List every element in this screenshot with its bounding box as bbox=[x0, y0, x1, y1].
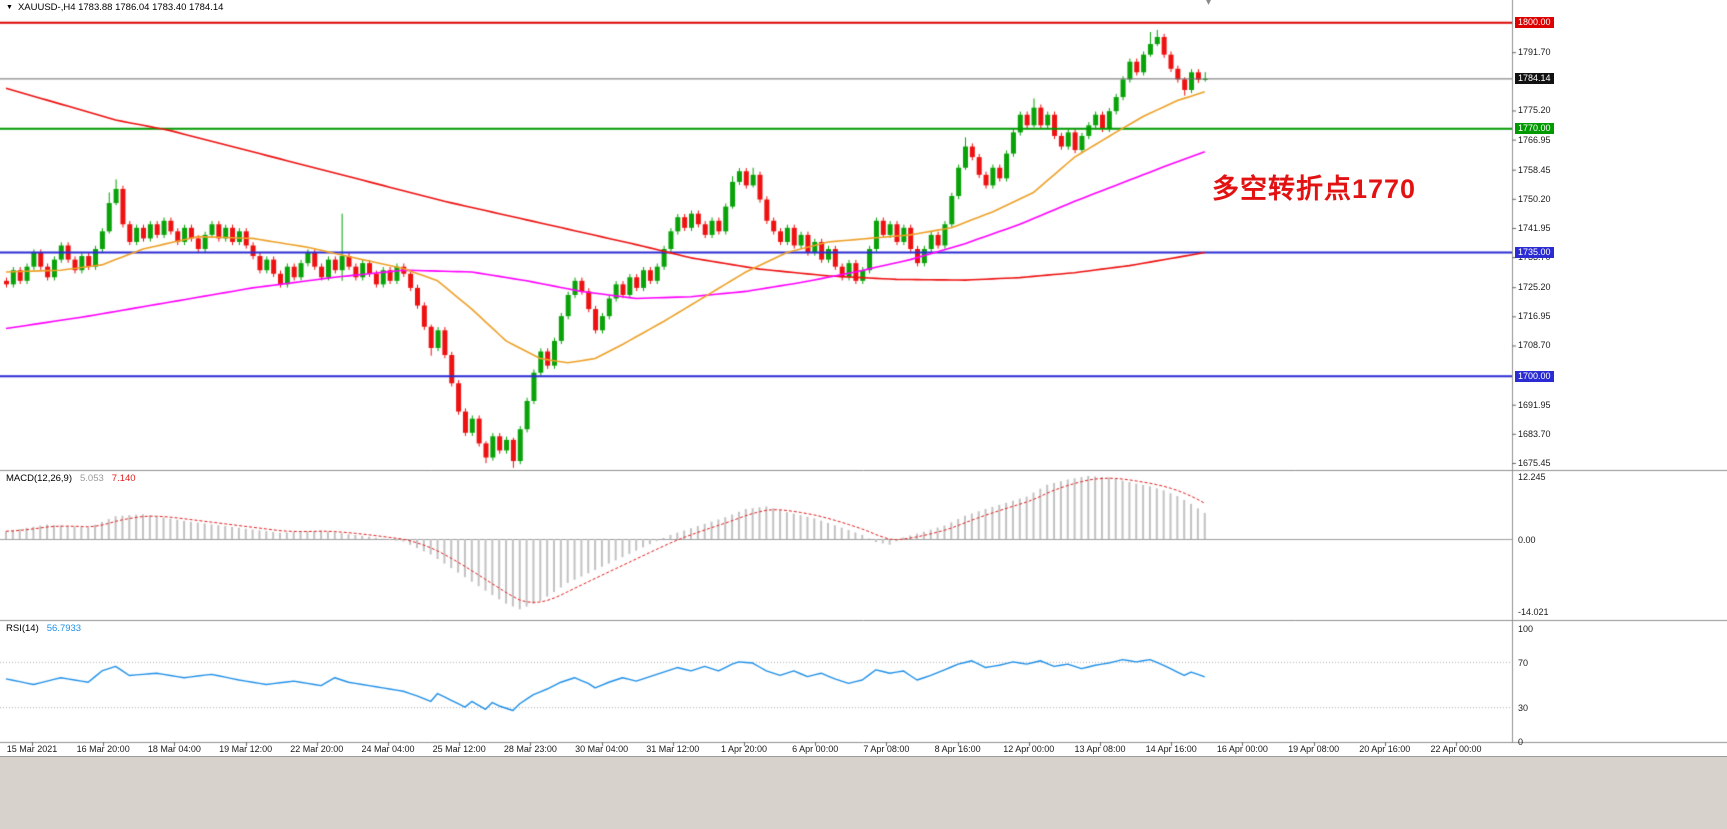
rsi-value: 56.7933 bbox=[46, 623, 82, 634]
date-tick-label: 16 Apr 00:00 bbox=[1216, 744, 1268, 754]
date-tick-label: 16 Mar 20:00 bbox=[76, 744, 130, 754]
window-chrome-strip bbox=[0, 756, 1727, 829]
rsi-scale-label: 100 bbox=[1518, 624, 1534, 634]
macd-signal-value: 7.140 bbox=[111, 473, 136, 484]
date-tick-label: 6 Apr 00:00 bbox=[792, 744, 839, 754]
date-tick-label: 19 Mar 12:00 bbox=[219, 744, 273, 754]
macd-indicator-header: MACD(12,26,9) 5.053 7.140 bbox=[6, 473, 136, 484]
macd-scale-label: 0.00 bbox=[1518, 535, 1536, 545]
price-tick-label: 1683.70 bbox=[1518, 428, 1551, 439]
price-tick-label: 1708.70 bbox=[1518, 340, 1551, 351]
date-tick-label: 19 Apr 08:00 bbox=[1288, 744, 1340, 754]
date-tick-label: 18 Mar 04:00 bbox=[147, 744, 201, 754]
symbol-ohlc-text: XAUUSD-,H4 1783.88 1786.04 1783.40 1784.… bbox=[17, 2, 224, 13]
date-tick-label: 22 Mar 20:00 bbox=[290, 744, 344, 754]
price-tick-label: 1716.95 bbox=[1518, 311, 1551, 322]
date-tick-label: 25 Mar 12:00 bbox=[432, 744, 486, 754]
rsi-scale-label: 30 bbox=[1518, 703, 1529, 714]
macd-scale-label: -14.021 bbox=[1518, 607, 1549, 618]
trend-annotation-text: 多空转折点1770 bbox=[1212, 174, 1417, 204]
price-level-badge: 1700.00 bbox=[1515, 370, 1554, 382]
rsi-indicator-header: RSI(14) 56.7933 bbox=[6, 623, 81, 634]
price-axis[interactable]: 1791.70 1775.20 1766.95 1758.45 1750.20 1741.… bbox=[1513, 0, 1727, 747]
price-tick-label: 1691.95 bbox=[1518, 399, 1551, 410]
macd-value: 5.053 bbox=[80, 473, 104, 484]
price-tick-label: 1766.95 bbox=[1518, 134, 1551, 145]
price-level-badge: 1735.00 bbox=[1515, 247, 1554, 259]
symbol-dropdown-icon[interactable]: ▼ bbox=[6, 3, 13, 11]
date-tick-label: 7 Apr 08:00 bbox=[863, 744, 910, 754]
price-level-badge: 1800.00 bbox=[1515, 17, 1554, 29]
macd-scale-label: 12.245 bbox=[1518, 471, 1546, 482]
rsi-label: RSI(14) bbox=[6, 623, 39, 634]
rsi-scale-label: 0 bbox=[1518, 737, 1524, 747]
date-tick-label: 20 Apr 16:00 bbox=[1359, 744, 1411, 754]
date-tick-label: 1 Apr 20:00 bbox=[720, 744, 768, 754]
price-tick-label: 1725.20 bbox=[1518, 282, 1551, 293]
date-tick-label: 31 Mar 12:00 bbox=[646, 744, 700, 754]
time-axis[interactable]: 15 Mar 2021 16 Mar 20:00 18 Mar 04:00 19 Ma… bbox=[0, 742, 1727, 756]
date-tick-label: 12 Apr 00:00 bbox=[1003, 744, 1055, 754]
chart-header: ▼ XAUUSD-,H4 1783.88 1786.04 1783.40 178… bbox=[6, 2, 223, 13]
price-tick-label: 1750.20 bbox=[1518, 193, 1551, 204]
date-tick-label: 14 Apr 16:00 bbox=[1145, 744, 1197, 754]
price-tick-label: 1675.45 bbox=[1518, 457, 1551, 468]
macd-label: MACD(12,26,9) bbox=[6, 473, 72, 484]
rsi-scale-label: 70 bbox=[1518, 657, 1529, 668]
price-tick-label: 1741.95 bbox=[1518, 222, 1551, 233]
price-tick-label: 1758.45 bbox=[1518, 164, 1551, 175]
price-tick-label: 1775.20 bbox=[1518, 105, 1551, 116]
date-tick-label: 22 Apr 00:00 bbox=[1430, 744, 1482, 754]
price-tick-label: 1791.70 bbox=[1518, 47, 1551, 58]
date-tick-label: 8 Apr 16:00 bbox=[934, 744, 981, 754]
price-level-badge: 1784.14 bbox=[1515, 73, 1554, 85]
chart-shift-marker-icon[interactable]: ▾ bbox=[1206, 0, 1212, 8]
date-tick-label: 15 Mar 2021 bbox=[6, 744, 58, 754]
date-tick-label: 30 Mar 04:00 bbox=[575, 744, 629, 754]
date-tick-label: 28 Mar 23:00 bbox=[503, 744, 557, 754]
date-tick-label: 13 Apr 08:00 bbox=[1074, 744, 1126, 754]
date-tick-label: 24 Mar 04:00 bbox=[361, 744, 415, 754]
price-level-badge: 1770.00 bbox=[1515, 123, 1554, 135]
